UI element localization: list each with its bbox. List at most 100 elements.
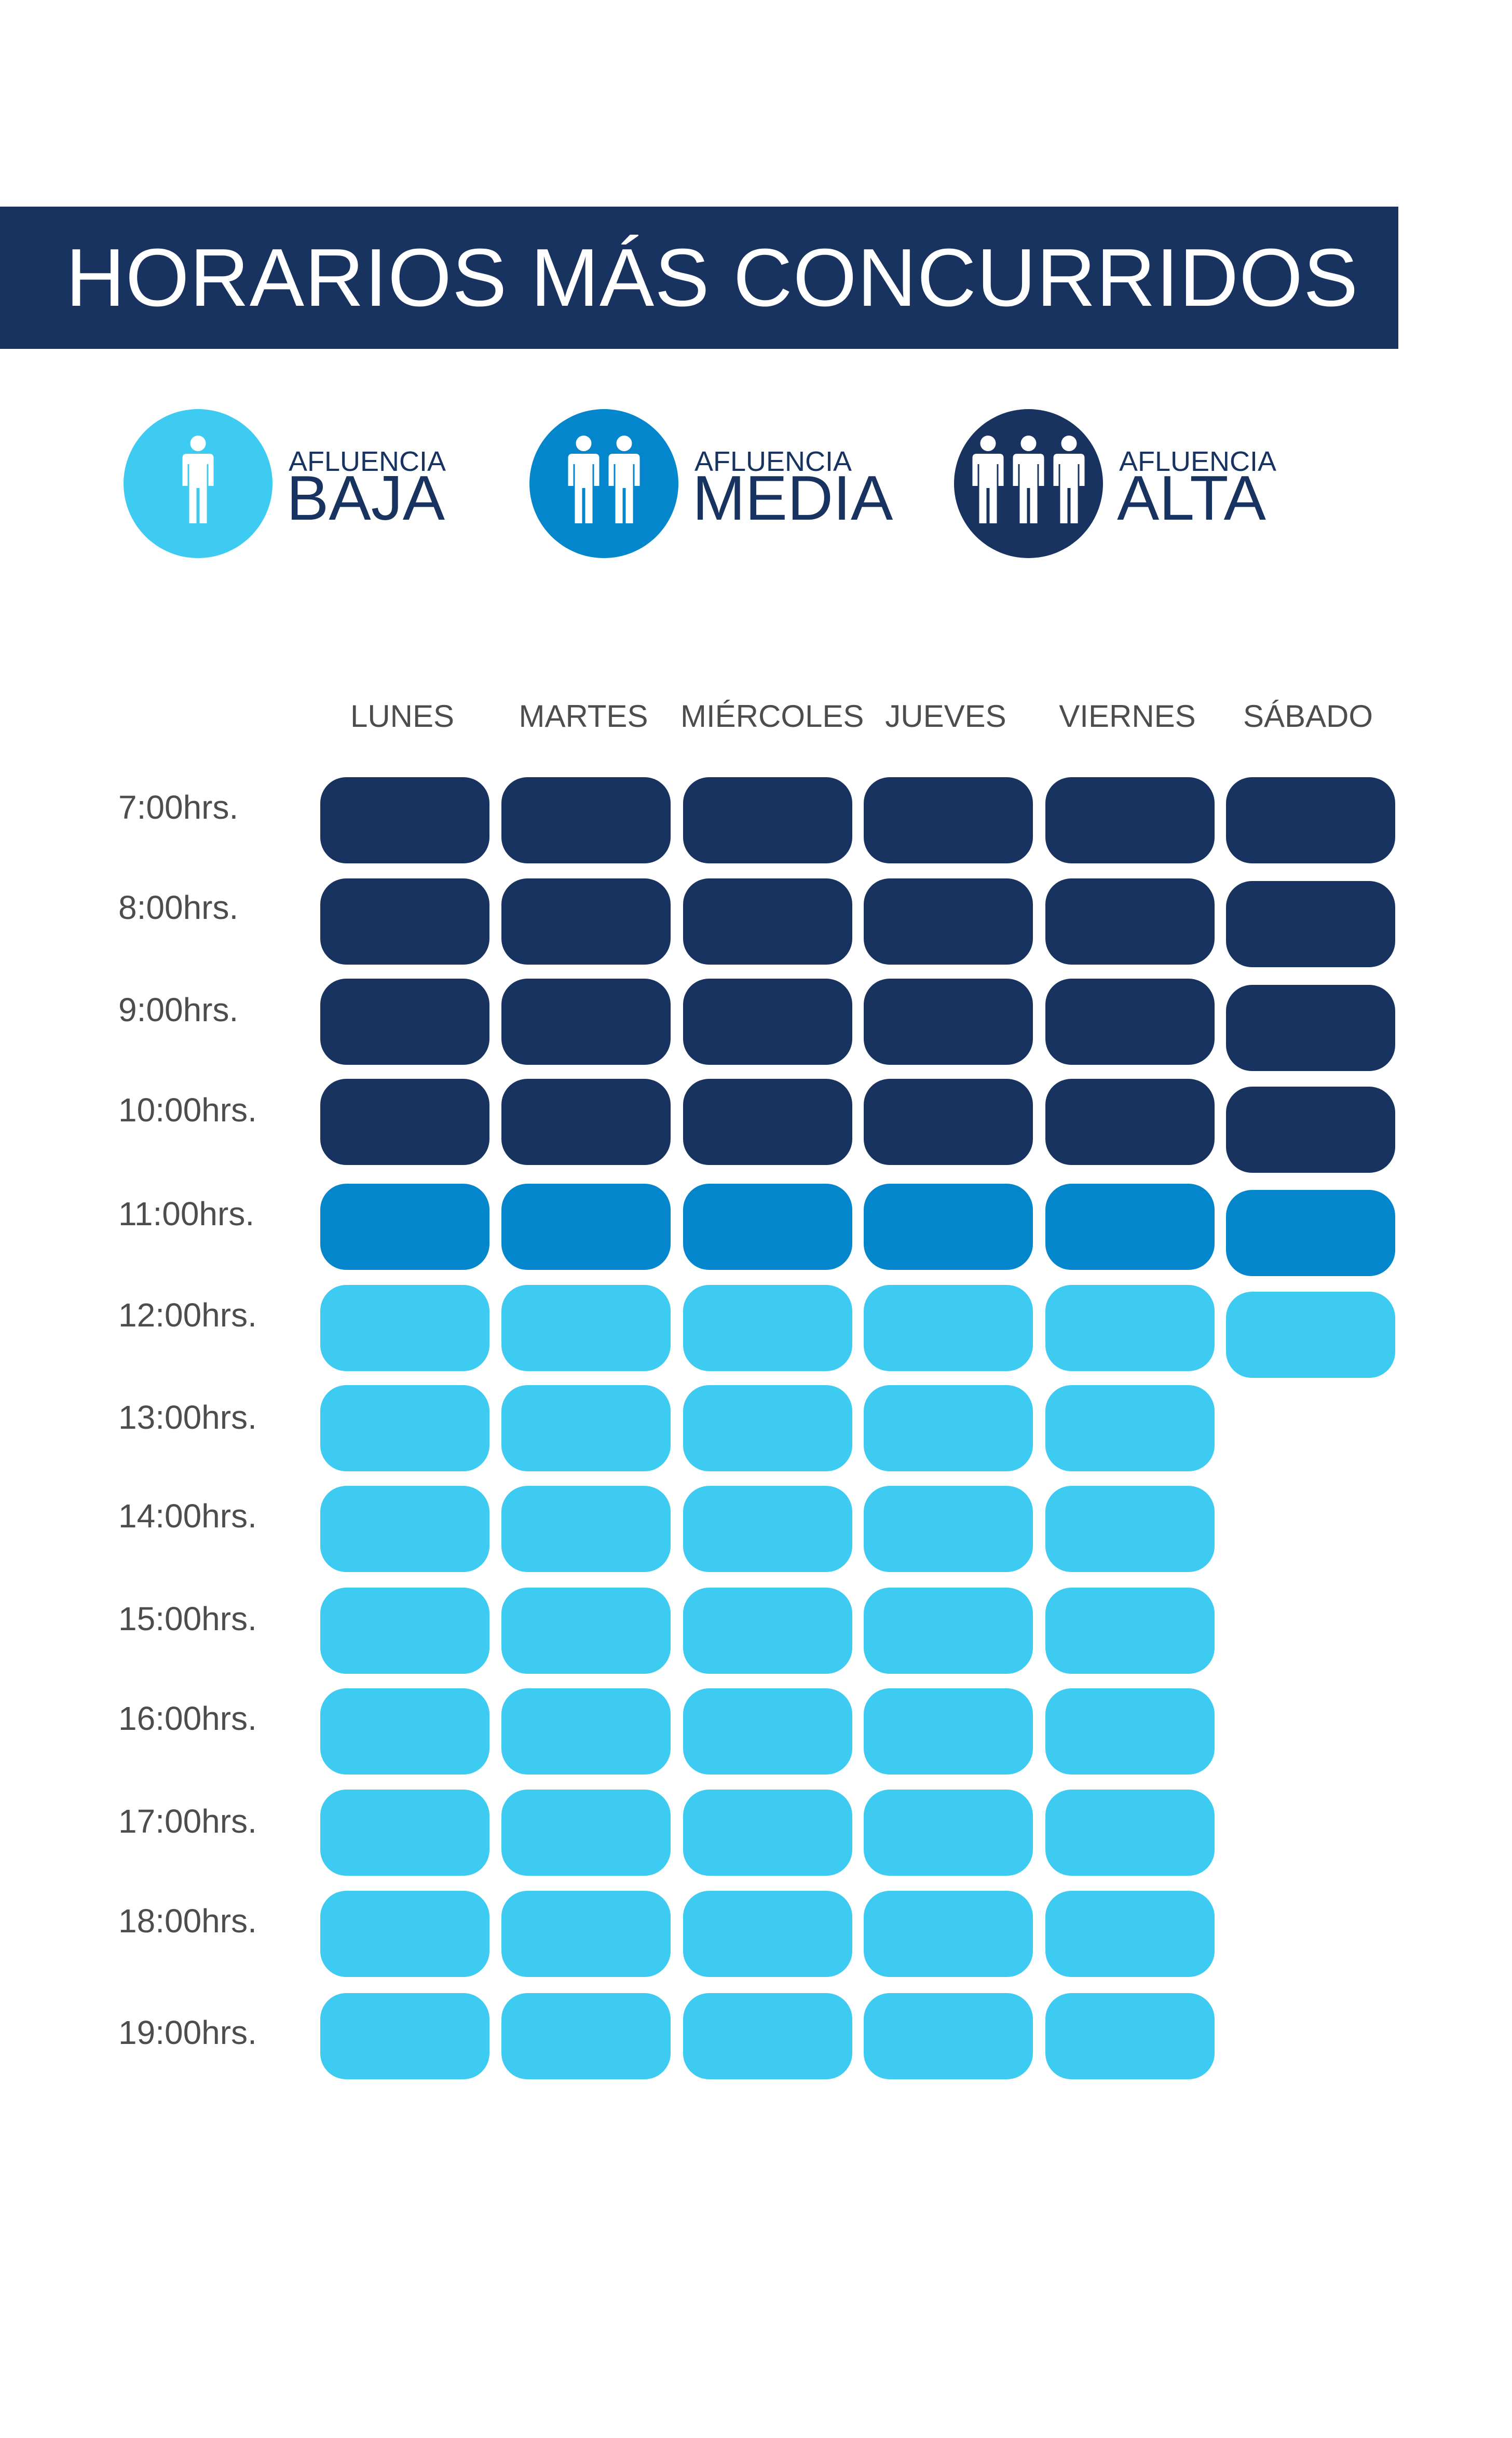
heatmap-cell <box>320 1790 489 1876</box>
heatmap-cell <box>1045 1486 1215 1572</box>
heatmap-cell <box>1045 1285 1215 1371</box>
heatmap-cell <box>501 1079 671 1165</box>
heatmap-cell <box>501 1790 671 1876</box>
heatmap-cell <box>683 1588 852 1674</box>
heatmap-cell <box>1045 878 1215 965</box>
title-banner: HORARIOS MÁS CONCURRIDOS <box>0 207 1398 349</box>
heatmap-cell <box>501 1184 671 1270</box>
day-label: JUEVES <box>885 699 1006 734</box>
heatmap-cell <box>1045 1385 1215 1471</box>
legend-small-label: AFLUENCIA <box>694 446 852 477</box>
legend-circle-media <box>529 409 678 558</box>
heatmap-cell <box>864 1184 1033 1270</box>
heatmap-cell <box>864 777 1033 863</box>
heatmap-cell <box>1226 1087 1395 1173</box>
person-icon <box>1053 436 1085 523</box>
heatmap-cell <box>1226 1292 1395 1378</box>
time-label: 19:00hrs. <box>118 2014 257 2051</box>
person-icon <box>568 436 600 523</box>
heatmap-cell <box>864 1285 1033 1371</box>
time-label: 8:00hrs. <box>118 889 239 926</box>
heatmap-cell <box>1226 881 1395 967</box>
heatmap-cell <box>320 1993 489 2079</box>
heatmap-cell <box>683 1486 852 1572</box>
heatmap-cell <box>320 1184 489 1270</box>
heatmap-cell <box>864 1790 1033 1876</box>
heatmap-cell <box>683 1790 852 1876</box>
heatmap-cell <box>1226 1190 1395 1276</box>
time-label: 12:00hrs. <box>118 1296 257 1334</box>
day-label: VIERNES <box>1059 699 1196 734</box>
day-label: SÁBADO <box>1243 699 1373 734</box>
heatmap-cell <box>864 1588 1033 1674</box>
heatmap-cell <box>864 1486 1033 1572</box>
heatmap-cell <box>683 979 852 1065</box>
time-label: 13:00hrs. <box>118 1399 257 1436</box>
heatmap-cell <box>501 777 671 863</box>
time-label: 10:00hrs. <box>118 1091 257 1129</box>
heatmap-cell <box>1045 1790 1215 1876</box>
heatmap-cell <box>1045 777 1215 863</box>
heatmap-cell <box>1226 777 1395 863</box>
heatmap-cell <box>864 1385 1033 1471</box>
heatmap-cell <box>320 1486 489 1572</box>
heatmap-cell <box>501 1993 671 2079</box>
heatmap-cell <box>501 979 671 1065</box>
heatmap-cell <box>1045 1688 1215 1775</box>
three-people-icon <box>972 436 1085 523</box>
person-icon <box>182 436 214 523</box>
legend-level-label: BAJA <box>287 463 445 533</box>
heatmap-cell <box>320 1385 489 1471</box>
person-icon <box>972 436 1004 523</box>
heatmap-cell <box>1045 1184 1215 1270</box>
heatmap-cell <box>320 1891 489 1977</box>
time-label: 16:00hrs. <box>118 1700 257 1737</box>
heatmap-cell <box>864 1993 1033 2079</box>
day-label: MARTES <box>519 699 648 734</box>
heatmap-cell <box>1045 1891 1215 1977</box>
heatmap-cell <box>683 1688 852 1775</box>
heatmap-cell <box>1045 1993 1215 2079</box>
time-label: 15:00hrs. <box>118 1600 257 1637</box>
time-label: 17:00hrs. <box>118 1803 257 1840</box>
legend-level-label: ALTA <box>1117 463 1266 533</box>
time-label: 18:00hrs. <box>118 1902 257 1940</box>
heatmap-cell <box>683 1385 852 1471</box>
page-title: HORARIOS MÁS CONCURRIDOS <box>65 232 1359 323</box>
legend-small-label: AFLUENCIA <box>1119 446 1277 477</box>
heatmap-cell <box>683 1993 852 2079</box>
heatmap-cell <box>864 1079 1033 1165</box>
legend-small-label: AFLUENCIA <box>289 446 446 477</box>
heatmap-cell <box>501 1285 671 1371</box>
heatmap-cell <box>320 878 489 965</box>
heatmap-cell <box>501 1385 671 1471</box>
day-label: MIÉRCOLES <box>680 699 864 734</box>
heatmap-cell <box>864 1891 1033 1977</box>
heatmap-cell <box>501 1486 671 1572</box>
heatmap-cell <box>501 878 671 965</box>
two-people-icon <box>568 436 640 523</box>
time-label: 11:00hrs. <box>118 1195 255 1232</box>
person-icon <box>608 436 640 523</box>
heatmap-cell <box>1045 1588 1215 1674</box>
heatmap-cell <box>320 1285 489 1371</box>
heatmap-cell <box>1045 1079 1215 1165</box>
heatmap-cell <box>683 1285 852 1371</box>
heatmap-cell <box>683 1184 852 1270</box>
one-person-icon <box>182 436 214 523</box>
heatmap-cell <box>501 1891 671 1977</box>
time-label: 7:00hrs. <box>118 789 239 826</box>
heatmap-cell <box>1045 979 1215 1065</box>
heatmap-cell <box>683 777 852 863</box>
heatmap-cell <box>320 1588 489 1674</box>
legend-level-label: MEDIA <box>692 463 893 533</box>
legend-circle-baja <box>124 409 273 558</box>
heatmap-cell <box>320 1079 489 1165</box>
heatmap-cell <box>683 878 852 965</box>
heatmap-cell <box>320 1688 489 1775</box>
heatmap-cell <box>864 878 1033 965</box>
heatmap-cell <box>501 1688 671 1775</box>
heatmap-cell <box>683 1891 852 1977</box>
heatmap-cell <box>501 1588 671 1674</box>
time-label: 9:00hrs. <box>118 991 239 1028</box>
